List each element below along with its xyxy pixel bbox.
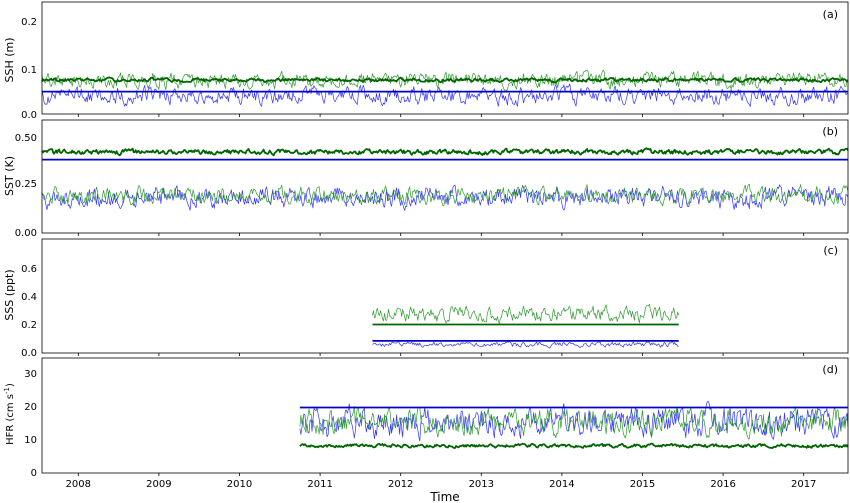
series-layer-d [299, 400, 849, 450]
xtick-2015: 2015 [630, 479, 655, 490]
ylabel-a: SSH (m) [3, 37, 16, 82]
series-line-b-1 [41, 183, 849, 207]
ylabel-b: SST (K) [3, 156, 16, 196]
ylabel-c: SSS (ppt) [3, 269, 16, 320]
panel-d: HFR (cm s-1) (d) 0 10 20 30 2008 2009 2010… [3, 114, 849, 503]
xtick-2008: 2008 [66, 479, 91, 490]
xtick-2011: 2011 [307, 479, 332, 490]
panel-frame-c [41, 238, 849, 354]
panel-frame-b [41, 119, 849, 234]
ytick-a-0: 0.0 [21, 110, 37, 121]
panel-b: SST (K) (b) 0.00 0.25 0.50 [3, 119, 849, 239]
panel-tag-c: (c) [823, 244, 838, 257]
ytick-b-1: 0.25 [15, 179, 37, 190]
series-line-a-2 [41, 76, 849, 84]
xlabel: Time [429, 490, 459, 503]
panel-c: SSS (ppt) (c) 0.0 0.2 0.4 0.6 [3, 238, 849, 359]
series-line-a-0 [41, 83, 849, 107]
ytick-a-1: 0.1 [21, 65, 37, 76]
xtick-2010: 2010 [227, 479, 252, 490]
ytick-c-3: 0.6 [21, 264, 37, 275]
series-layer-b [41, 147, 849, 211]
ytick-c-0: 0.0 [21, 348, 37, 359]
ytick-b-2: 0.50 [15, 133, 37, 144]
ytick-c-2: 0.4 [21, 292, 37, 303]
ylabel-d-sup: -1 [3, 387, 11, 394]
xtick-2016: 2016 [710, 479, 735, 490]
series-line-b-2 [41, 147, 849, 157]
xtick-2014: 2014 [549, 479, 574, 490]
xtick-2009: 2009 [146, 479, 171, 490]
xtick-2012: 2012 [388, 479, 413, 490]
xtick-2013: 2013 [469, 479, 494, 490]
panel-frame-a [41, 1, 849, 115]
series-layer-a [41, 69, 849, 107]
ytick-d-3: 30 [24, 369, 37, 380]
panel-tag-a: (a) [823, 8, 838, 21]
ytick-d-2: 20 [24, 402, 37, 413]
x-axis-ticks: 2008 2009 2010 2011 2012 2013 2014 2015 2016 2017 [66, 114, 816, 490]
ylabel-d-main: HFR (cm s [5, 394, 16, 445]
ytick-a-2: 0.2 [21, 17, 37, 28]
xtick-2017: 2017 [791, 479, 816, 490]
ylabel-d: HFR (cm s-1) [3, 383, 16, 445]
ytick-d-0: 0 [31, 468, 37, 479]
panel-frame-d [41, 357, 849, 474]
ytick-b-0: 0.00 [15, 228, 37, 239]
series-line-c-0 [372, 303, 680, 324]
panel-a: SSH (m) (a) 0.0 0.1 0.2 [3, 1, 849, 121]
series-line-d-1 [299, 405, 849, 440]
ylabel-d-close: ) [5, 383, 16, 387]
series-layer-c [372, 303, 680, 349]
series-line-a-1 [41, 69, 849, 92]
series-line-d-2 [299, 442, 849, 450]
panel-tag-b: (b) [822, 125, 838, 138]
series-line-c-1 [372, 341, 679, 349]
panel-tag-d: (d) [822, 363, 838, 376]
ytick-c-1: 0.2 [21, 320, 37, 331]
ytick-d-1: 10 [24, 435, 37, 446]
